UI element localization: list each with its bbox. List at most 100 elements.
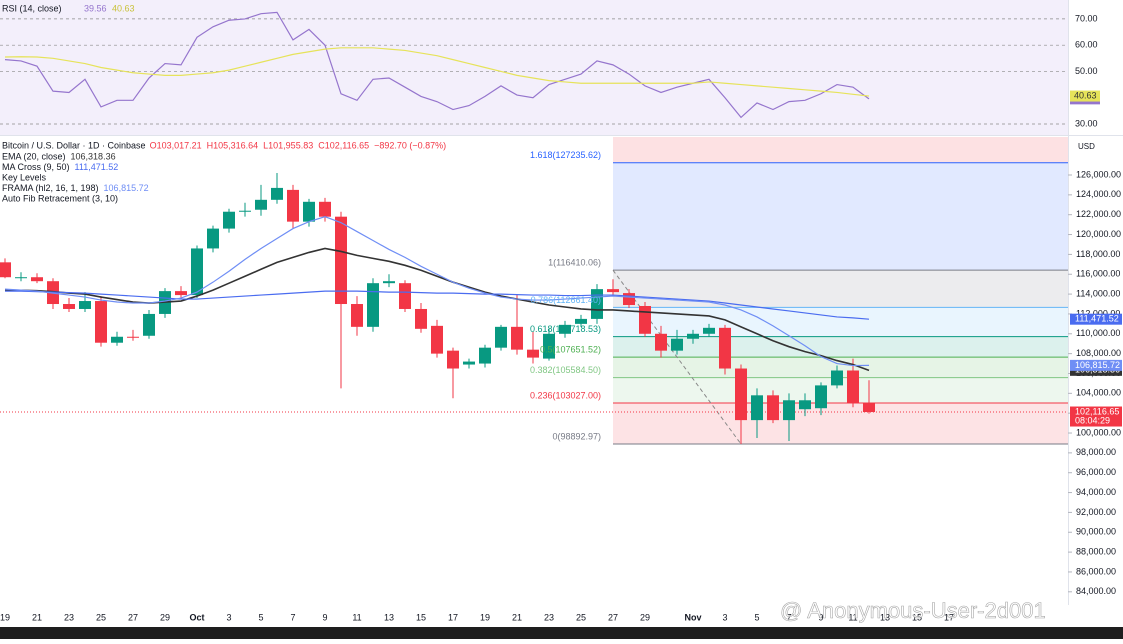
y-tick-label: 108,000.00 [1076, 348, 1121, 358]
fib-label: 0.618(109718.53) [530, 324, 601, 334]
x-tick-label: 9 [322, 612, 327, 622]
candle-body [0, 262, 11, 278]
x-tick-label: 17 [448, 612, 458, 622]
y-tick-label: 110,000.00 [1076, 328, 1120, 338]
x-tick-label: 27 [608, 612, 618, 622]
candle-body [223, 211, 235, 229]
candle-body [415, 308, 427, 329]
fib-zone [613, 402, 1068, 445]
x-tick-label: 13 [384, 612, 394, 622]
y-tick-label: 126,000.00 [1076, 169, 1121, 179]
candle-body [63, 304, 75, 309]
x-tick-label: 7 [786, 612, 791, 622]
candle-body [463, 361, 475, 365]
y-tick-label: 114,000.00 [1076, 288, 1120, 298]
candle-body [351, 304, 363, 327]
y-tick-label: 120,000.00 [1076, 229, 1121, 239]
x-tick-label: 5 [754, 612, 759, 622]
candle-body [207, 228, 219, 249]
candle-body [815, 385, 827, 409]
candle-body [239, 210, 251, 212]
ohlc-label: C102,116.65 [318, 140, 369, 150]
candle-body [623, 293, 635, 306]
y-tick-label: 50.00 [1075, 66, 1098, 76]
candle-body [847, 370, 859, 404]
candle-body [671, 338, 683, 351]
candle-body [495, 326, 507, 348]
x-tick-label: 19 [0, 612, 10, 622]
candle-body [399, 283, 411, 309]
y-tick-label: 100,000.00 [1076, 427, 1121, 437]
y-tick-label: 98,000.00 [1076, 447, 1116, 457]
legend-entry: EMA (20, close) [2, 151, 66, 161]
candle-body [255, 199, 267, 210]
candle-body [863, 403, 875, 413]
x-tick-label: 25 [576, 612, 586, 622]
x-tick-label: 3 [226, 612, 231, 622]
rsi-title: RSI (14, close) [2, 3, 62, 13]
fib-label: 0.786(112661.40) [531, 295, 601, 305]
candle-body [767, 395, 779, 421]
fib-zone [613, 162, 1068, 271]
candle-body [655, 333, 667, 351]
candle-body [751, 395, 763, 421]
y-tick-label: 92,000.00 [1076, 507, 1116, 517]
candle-body [703, 327, 715, 334]
legend-entry: Key Levels [2, 172, 47, 182]
y-tick-label: 122,000.00 [1076, 209, 1121, 219]
ohlc-label: H105,316.64 [207, 140, 259, 150]
candle-body [687, 333, 699, 339]
fib-label: 0.382(105584.50) [530, 365, 601, 375]
x-tick-label: 29 [640, 612, 650, 622]
x-tick-label: 27 [128, 612, 138, 622]
y-tick-label: 90,000.00 [1076, 527, 1116, 537]
fib-label: 1.618(127235.62) [530, 150, 601, 160]
x-tick-label: 21 [512, 612, 522, 622]
candle-body [95, 301, 107, 343]
price-box [1070, 359, 1122, 371]
candle-body [639, 306, 651, 334]
x-tick-label: 19 [480, 612, 490, 622]
series-layer [0, 11, 875, 444]
candle-body [15, 277, 27, 279]
rsi-header-value: 40.63 [112, 3, 135, 13]
y-tick-label: 112,000.00 [1076, 308, 1120, 318]
y-tick-label: 60.00 [1075, 40, 1098, 50]
candle-body [335, 216, 347, 305]
y-tick-label: 30.00 [1075, 118, 1098, 128]
x-tick-label: 23 [544, 612, 554, 622]
x-tick-label: 15 [912, 612, 922, 622]
bottom-bar [0, 627, 1123, 639]
candle-body [143, 313, 155, 336]
candle-body [271, 187, 283, 200]
rsi-value-label: 40.63 [1074, 90, 1097, 100]
candle-body [383, 281, 395, 284]
fib-zone [613, 307, 1068, 337]
candle-body [607, 289, 619, 293]
candle-body [543, 333, 555, 359]
x-tick-label: 5 [258, 612, 263, 622]
fib-label: 1(116410.06) [548, 258, 601, 268]
fib-label: 0.5(107651.52) [540, 344, 601, 354]
ohlc-label: −892.70 (−0.87%) [374, 140, 446, 150]
candle-body [799, 400, 811, 410]
candle-body [111, 336, 123, 343]
rsi-header-value: 39.56 [84, 3, 107, 13]
y-tick-label: 124,000.00 [1076, 189, 1121, 199]
candle-body [447, 350, 459, 369]
candle-body [575, 318, 587, 324]
candle-body [191, 248, 203, 296]
ohlc-label: O103,017.21 [150, 140, 202, 150]
ohlc-label: L101,955.83 [263, 140, 313, 150]
x-tick-label: 29 [160, 612, 170, 622]
candle-body [367, 283, 379, 327]
candle-body [831, 370, 843, 386]
rsi-line [4, 11, 870, 119]
x-tick-label: 9 [818, 612, 823, 622]
x-tick-label: 25 [96, 612, 106, 622]
fib-label: 0(98892.97) [552, 431, 601, 441]
candle-body [511, 326, 523, 350]
last-price-box [1070, 406, 1122, 427]
watermark: @ Anonymous-User-2d001 [780, 598, 1046, 623]
